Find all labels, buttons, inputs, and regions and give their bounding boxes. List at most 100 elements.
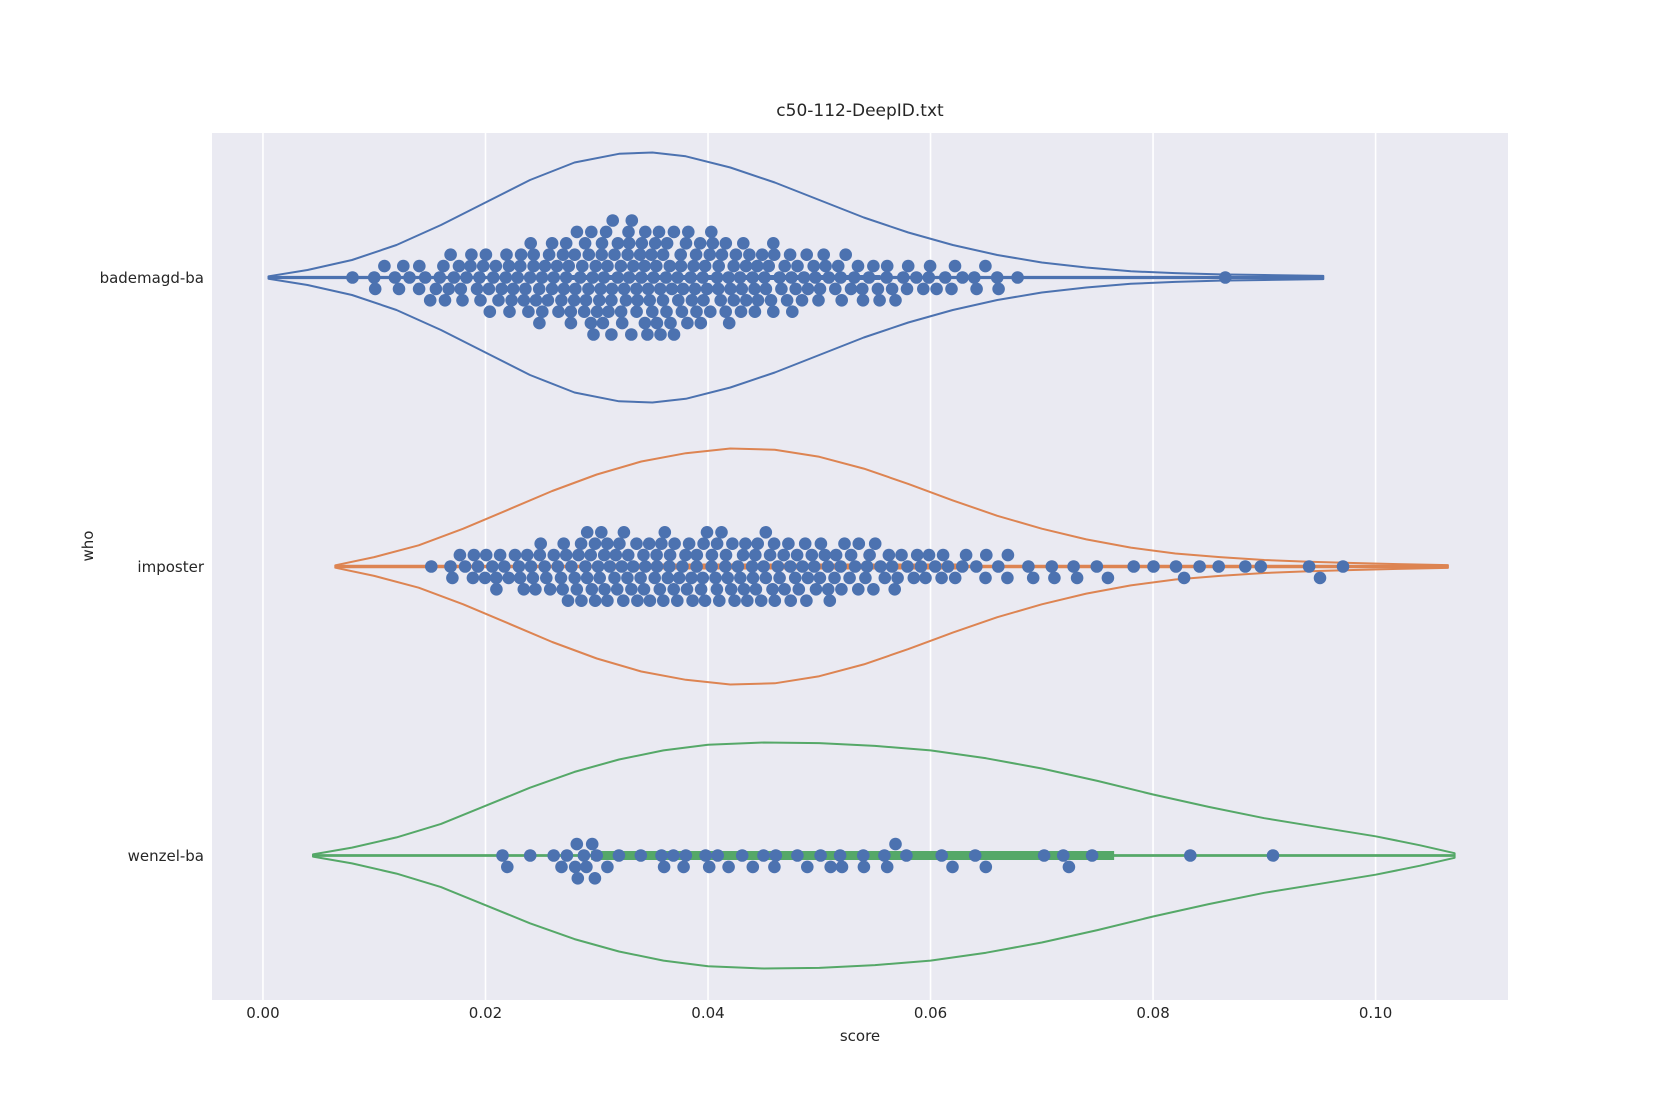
data-point — [368, 282, 382, 296]
data-point — [762, 259, 775, 273]
data-point — [873, 294, 886, 307]
data-point — [582, 282, 595, 296]
data-point — [658, 526, 672, 539]
data-point — [556, 583, 569, 596]
data-point — [867, 259, 880, 273]
data-point — [601, 537, 614, 550]
data-point — [622, 225, 635, 239]
data-point — [852, 537, 866, 550]
data-point — [702, 860, 716, 874]
data-point — [579, 560, 592, 573]
data-point — [580, 860, 593, 874]
data-point — [767, 305, 780, 319]
data-point — [874, 560, 887, 573]
data-point — [722, 860, 735, 874]
data-point — [814, 849, 827, 862]
data-point — [807, 259, 820, 273]
data-point — [609, 548, 623, 562]
data-point — [663, 548, 677, 562]
violin-outline — [312, 741, 1456, 970]
data-point — [513, 571, 527, 585]
data-point — [705, 560, 718, 573]
data-point — [614, 259, 628, 273]
x-tick-label: 0.06 — [913, 1004, 948, 1022]
data-point — [682, 537, 696, 550]
data-point — [585, 837, 599, 851]
data-point — [751, 259, 764, 273]
swarm-points — [346, 214, 1232, 341]
data-point — [818, 548, 832, 562]
data-point — [458, 560, 472, 573]
data-point — [857, 860, 871, 874]
data-point — [777, 548, 790, 562]
data-point — [517, 294, 531, 307]
data-point — [605, 282, 619, 296]
data-point — [710, 537, 724, 550]
data-point — [621, 548, 635, 562]
data-point — [392, 282, 406, 296]
data-point — [568, 248, 581, 261]
y-tick-label: imposter — [137, 557, 204, 576]
data-point — [538, 560, 551, 573]
data-point — [493, 548, 507, 562]
data-point — [1090, 560, 1104, 573]
data-point — [585, 583, 599, 596]
data-point — [631, 294, 644, 307]
data-point — [601, 259, 614, 273]
data-point — [856, 294, 870, 307]
data-point — [736, 548, 750, 562]
data-point — [1045, 560, 1059, 573]
data-point — [839, 248, 852, 261]
data-point — [555, 294, 568, 307]
data-point — [773, 571, 786, 585]
data-point — [601, 860, 614, 874]
data-point — [588, 594, 602, 607]
data-point — [1026, 571, 1040, 585]
data-point — [1184, 849, 1197, 862]
data-point — [711, 849, 724, 862]
data-point — [990, 271, 1004, 284]
data-point — [630, 305, 643, 319]
data-point — [968, 849, 982, 862]
data-point — [700, 526, 714, 539]
data-point — [661, 571, 675, 585]
data-point — [460, 271, 473, 284]
data-point — [773, 271, 786, 284]
data-point — [885, 282, 899, 296]
data-point — [579, 294, 593, 307]
data-point — [569, 282, 582, 296]
data-point — [835, 583, 848, 596]
data-point — [817, 248, 830, 261]
data-point — [1193, 560, 1206, 573]
data-point — [523, 849, 537, 862]
data-point — [992, 560, 1005, 573]
data-point — [536, 305, 549, 319]
data-point — [429, 282, 443, 296]
data-point — [979, 571, 992, 585]
data-point — [453, 548, 467, 562]
data-point — [648, 237, 662, 250]
data-point — [785, 271, 798, 284]
data-point — [719, 305, 732, 319]
data-point — [959, 548, 973, 562]
data-point — [956, 560, 969, 573]
data-point — [788, 571, 802, 585]
data-point — [880, 271, 893, 284]
x-tick-label: 0.10 — [1358, 1004, 1393, 1022]
data-point — [573, 271, 587, 284]
data-point — [653, 583, 667, 596]
data-point — [797, 271, 811, 284]
data-point — [551, 560, 565, 573]
data-point — [621, 248, 634, 261]
data-point — [367, 271, 381, 284]
data-point — [588, 872, 602, 885]
data-point — [505, 294, 518, 307]
data-point — [880, 860, 894, 874]
data-point — [650, 316, 664, 330]
data-point — [524, 560, 538, 573]
data-point — [696, 271, 710, 284]
data-point — [523, 271, 537, 284]
data-point — [1048, 571, 1061, 585]
data-point — [532, 282, 546, 296]
data-point — [800, 248, 813, 261]
